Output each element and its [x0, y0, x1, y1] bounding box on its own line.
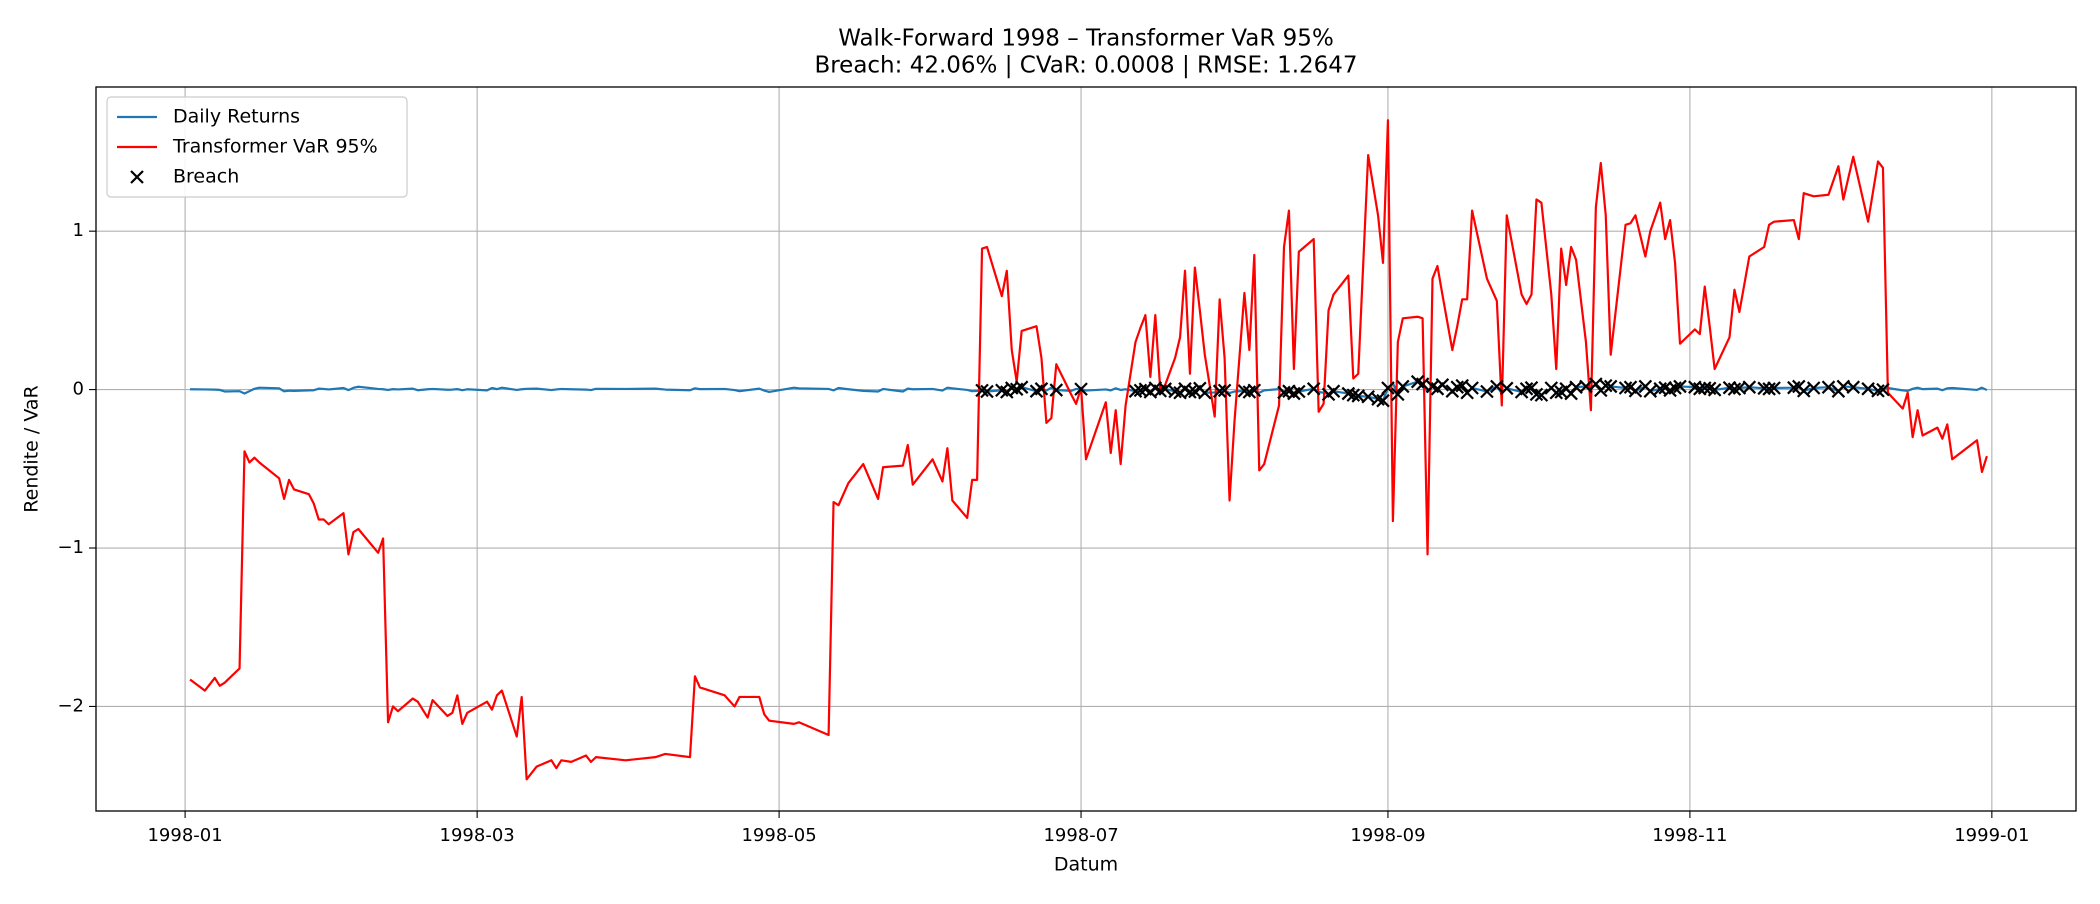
breach-marker [1767, 381, 1781, 395]
legend-label: Daily Returns [173, 106, 300, 128]
chart-title: Walk-Forward 1998 – Transformer VaR 95% [838, 26, 1334, 52]
y-tick-label: 1 [73, 220, 84, 241]
breach-marker [1628, 384, 1643, 398]
breach-marker [1806, 381, 1821, 395]
breach-marker [1455, 378, 1469, 393]
legend-box [106, 96, 408, 198]
breach-marker [1579, 379, 1593, 394]
y-axis-label: Rendite / VaR [21, 385, 43, 512]
plot-area [189, 119, 1988, 781]
breach-marker [1306, 382, 1321, 396]
breach-marker [1326, 384, 1341, 398]
breach-marker [1499, 381, 1514, 396]
breach-marker [1376, 393, 1390, 408]
breach-marker [1292, 384, 1306, 399]
breach-marker [1198, 385, 1212, 400]
breach-marker [1168, 384, 1182, 399]
x-tick-label: 1998-01 [147, 825, 222, 846]
legend-label: Breach [173, 166, 239, 188]
breach-marker [1396, 379, 1410, 394]
breach-marker [1381, 381, 1395, 395]
breach-marker [1643, 384, 1658, 398]
breach-marker [1183, 385, 1197, 399]
breach-marker [1465, 381, 1479, 395]
breach-marker [1871, 384, 1885, 398]
x-tick-label: 1998-03 [440, 825, 515, 846]
breach-marker [1796, 384, 1811, 398]
y-tick-label: −1 [57, 537, 84, 558]
breach-marker [1549, 385, 1564, 400]
x-tick-label: 1998-05 [741, 825, 816, 846]
breach-marker [1598, 378, 1613, 393]
x-tick-label: 1999-01 [1954, 825, 2029, 846]
breach-marker [1014, 380, 1029, 394]
axes-frame [95, 86, 2077, 812]
breach-marker [1074, 382, 1088, 396]
x-tick-label: 1998-09 [1350, 825, 1425, 846]
breach-marker [980, 384, 994, 399]
breach-marker [1821, 380, 1836, 394]
breach-marker [1876, 382, 1890, 397]
breach-marker [1757, 381, 1771, 396]
ticks: 1998-01 1998-03 1998-05 1998-07 1998-09 1998-… [57, 220, 2029, 846]
breach-marker [1158, 382, 1172, 396]
breach-marker [1529, 387, 1544, 402]
legend-label: Transformer VaR 95% [172, 136, 378, 158]
breach-marker [1742, 380, 1757, 394]
legend: Daily Returns Transformer VaR 95% Breach [106, 96, 408, 198]
breach-marker [975, 383, 989, 398]
line-series [189, 119, 1988, 781]
breach-marker [1212, 384, 1227, 398]
legend-marker [130, 170, 144, 184]
breach-marker [1722, 380, 1737, 395]
y-tick-label: 0 [73, 379, 84, 400]
breach-marker [1247, 383, 1262, 398]
breach-marker [1787, 380, 1801, 395]
breach-marker [1524, 380, 1539, 395]
breach-marker [1435, 378, 1450, 392]
y-tick-label: −2 [57, 695, 84, 716]
x-axis-label: Datum [1054, 854, 1118, 876]
breach-marker [1346, 388, 1361, 402]
breach-marker [1762, 382, 1776, 396]
chart-subtitle: Breach: 42.06% | CVaR: 0.0008 | RMSE: 1.… [814, 53, 1357, 79]
breach-marker [1391, 387, 1405, 402]
x-tick-label: 1998-11 [1652, 825, 1727, 846]
breach-marker [1519, 382, 1534, 396]
breach-marker [1603, 379, 1618, 394]
breach-marker [1846, 380, 1861, 394]
breach-marker [1707, 383, 1722, 397]
breach-marker [1415, 377, 1430, 391]
breach-marker [1618, 381, 1633, 395]
breach-marker [1727, 382, 1742, 396]
breach-marker [1673, 379, 1687, 394]
breach-marker [1034, 382, 1049, 396]
breach-marker [1049, 383, 1064, 397]
x-tick-label: 1998-07 [1043, 825, 1118, 846]
breach-marker [1534, 388, 1549, 402]
breach-marker [1361, 389, 1375, 404]
breach-marker [1480, 384, 1494, 399]
breach-marker [1217, 383, 1232, 398]
